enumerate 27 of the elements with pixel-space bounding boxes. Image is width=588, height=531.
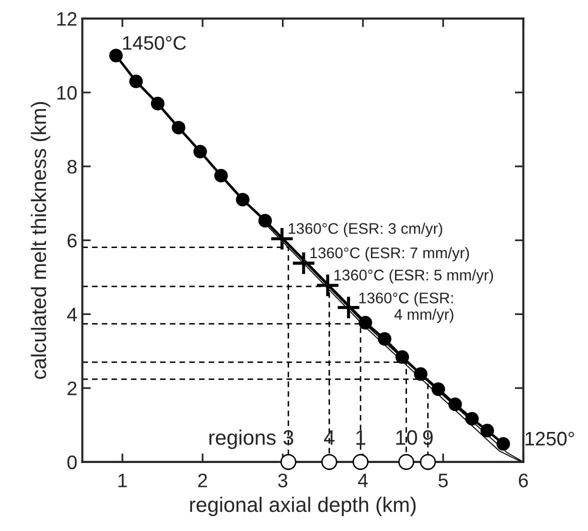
annotation: 4 bbox=[324, 430, 334, 445]
annotation: 1450°C bbox=[123, 36, 186, 50]
y-tick-label: 10 bbox=[57, 86, 77, 100]
x-tick-label: 1 bbox=[118, 474, 127, 488]
annotation: 1360°C (ESR: 3 cm/yr) bbox=[288, 222, 442, 237]
annotation: 1360°C (ESR: 4 mm/yr) bbox=[359, 292, 454, 323]
annotation: 1 bbox=[356, 430, 366, 445]
y-axis-title: calculated melt thickness (km) bbox=[30, 102, 50, 379]
annotation: regions bbox=[209, 430, 276, 450]
x-axis-title: regional axial depth (km) bbox=[190, 496, 416, 516]
x-tick-label: 2 bbox=[198, 474, 208, 488]
annotation: 3 bbox=[283, 430, 294, 445]
annotation: 1360°C (ESR: 7 mm/yr) bbox=[310, 247, 469, 262]
x-tick-label: 6 bbox=[518, 474, 528, 488]
annotation: 10 bbox=[396, 430, 418, 445]
annotation: 1360°C (ESR: 5 mm/yr) bbox=[334, 269, 493, 284]
y-tick-label: 0 bbox=[67, 455, 77, 470]
annotation: 9 bbox=[423, 430, 433, 445]
x-tick-label: 4 bbox=[358, 474, 368, 488]
annotation: 1250° bbox=[526, 432, 574, 446]
x-tick-label: 3 bbox=[278, 474, 288, 488]
y-tick-label: 12 bbox=[57, 12, 76, 26]
y-tick-label: 6 bbox=[68, 234, 77, 248]
x-tick-label: 5 bbox=[438, 474, 448, 488]
y-tick-label: 4 bbox=[67, 308, 77, 322]
y-tick-label: 2 bbox=[68, 382, 76, 396]
y-tick-label: 8 bbox=[67, 160, 77, 174]
